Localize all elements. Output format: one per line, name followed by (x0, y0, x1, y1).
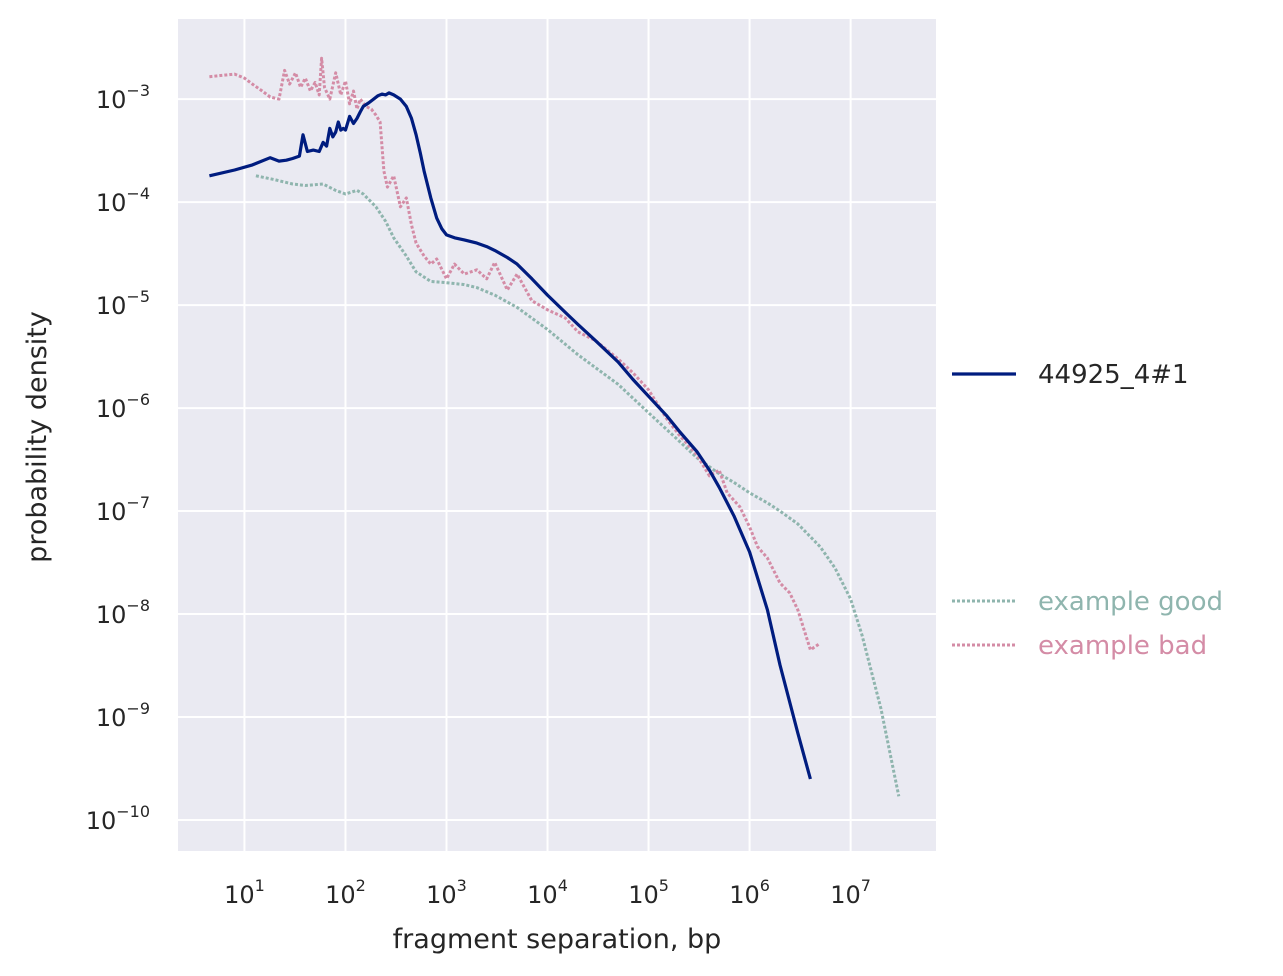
series-line-0 (209, 91, 812, 780)
x-tick-label-1: 102 (325, 876, 366, 909)
x-tick-label-6: 107 (830, 876, 871, 909)
legend-label-example-bad: example bad (1038, 631, 1207, 661)
y-tick-label-3: 10−6 (96, 390, 150, 423)
y-tick-label-2: 10−5 (96, 287, 150, 320)
grid-lines (178, 19, 936, 851)
x-tick-label-0: 101 (224, 876, 265, 909)
y-tick-label-4: 10−7 (96, 493, 150, 526)
legend-entry-44925: 44925_4#1 (952, 360, 1189, 390)
y-tick-label-1: 10−4 (96, 184, 150, 217)
legend-entry-example-bad: example bad (952, 631, 1207, 661)
legend-entry-example-good: example good (952, 587, 1223, 617)
y-tick-label-5: 10−8 (96, 596, 150, 629)
x-tick-label-2: 103 (426, 876, 467, 909)
legend-label-44925: 44925_4#1 (1038, 360, 1189, 390)
y-tick-label-7: 10−10 (86, 802, 150, 835)
x-tick-labels: 101 102 103 104 105 106 107 (224, 876, 871, 909)
y-axis-label: probability density (22, 311, 53, 563)
y-tick-label-0: 10−3 (96, 81, 150, 114)
x-tick-label-3: 104 (527, 876, 568, 909)
x-axis-label: fragment separation, bp (393, 924, 722, 955)
plot-background (178, 19, 936, 851)
x-tick-label-5: 106 (729, 876, 770, 909)
series-line-1 (255, 174, 901, 797)
y-tick-label-6: 10−9 (96, 699, 150, 732)
y-tick-labels: 10−3 10−4 10−5 10−6 10−7 10−8 10−9 10−10 (86, 81, 150, 835)
series-line-2 (209, 56, 822, 652)
series-layer (209, 56, 901, 797)
legend-label-example-good: example good (1038, 587, 1223, 617)
x-tick-label-4: 105 (628, 876, 669, 909)
